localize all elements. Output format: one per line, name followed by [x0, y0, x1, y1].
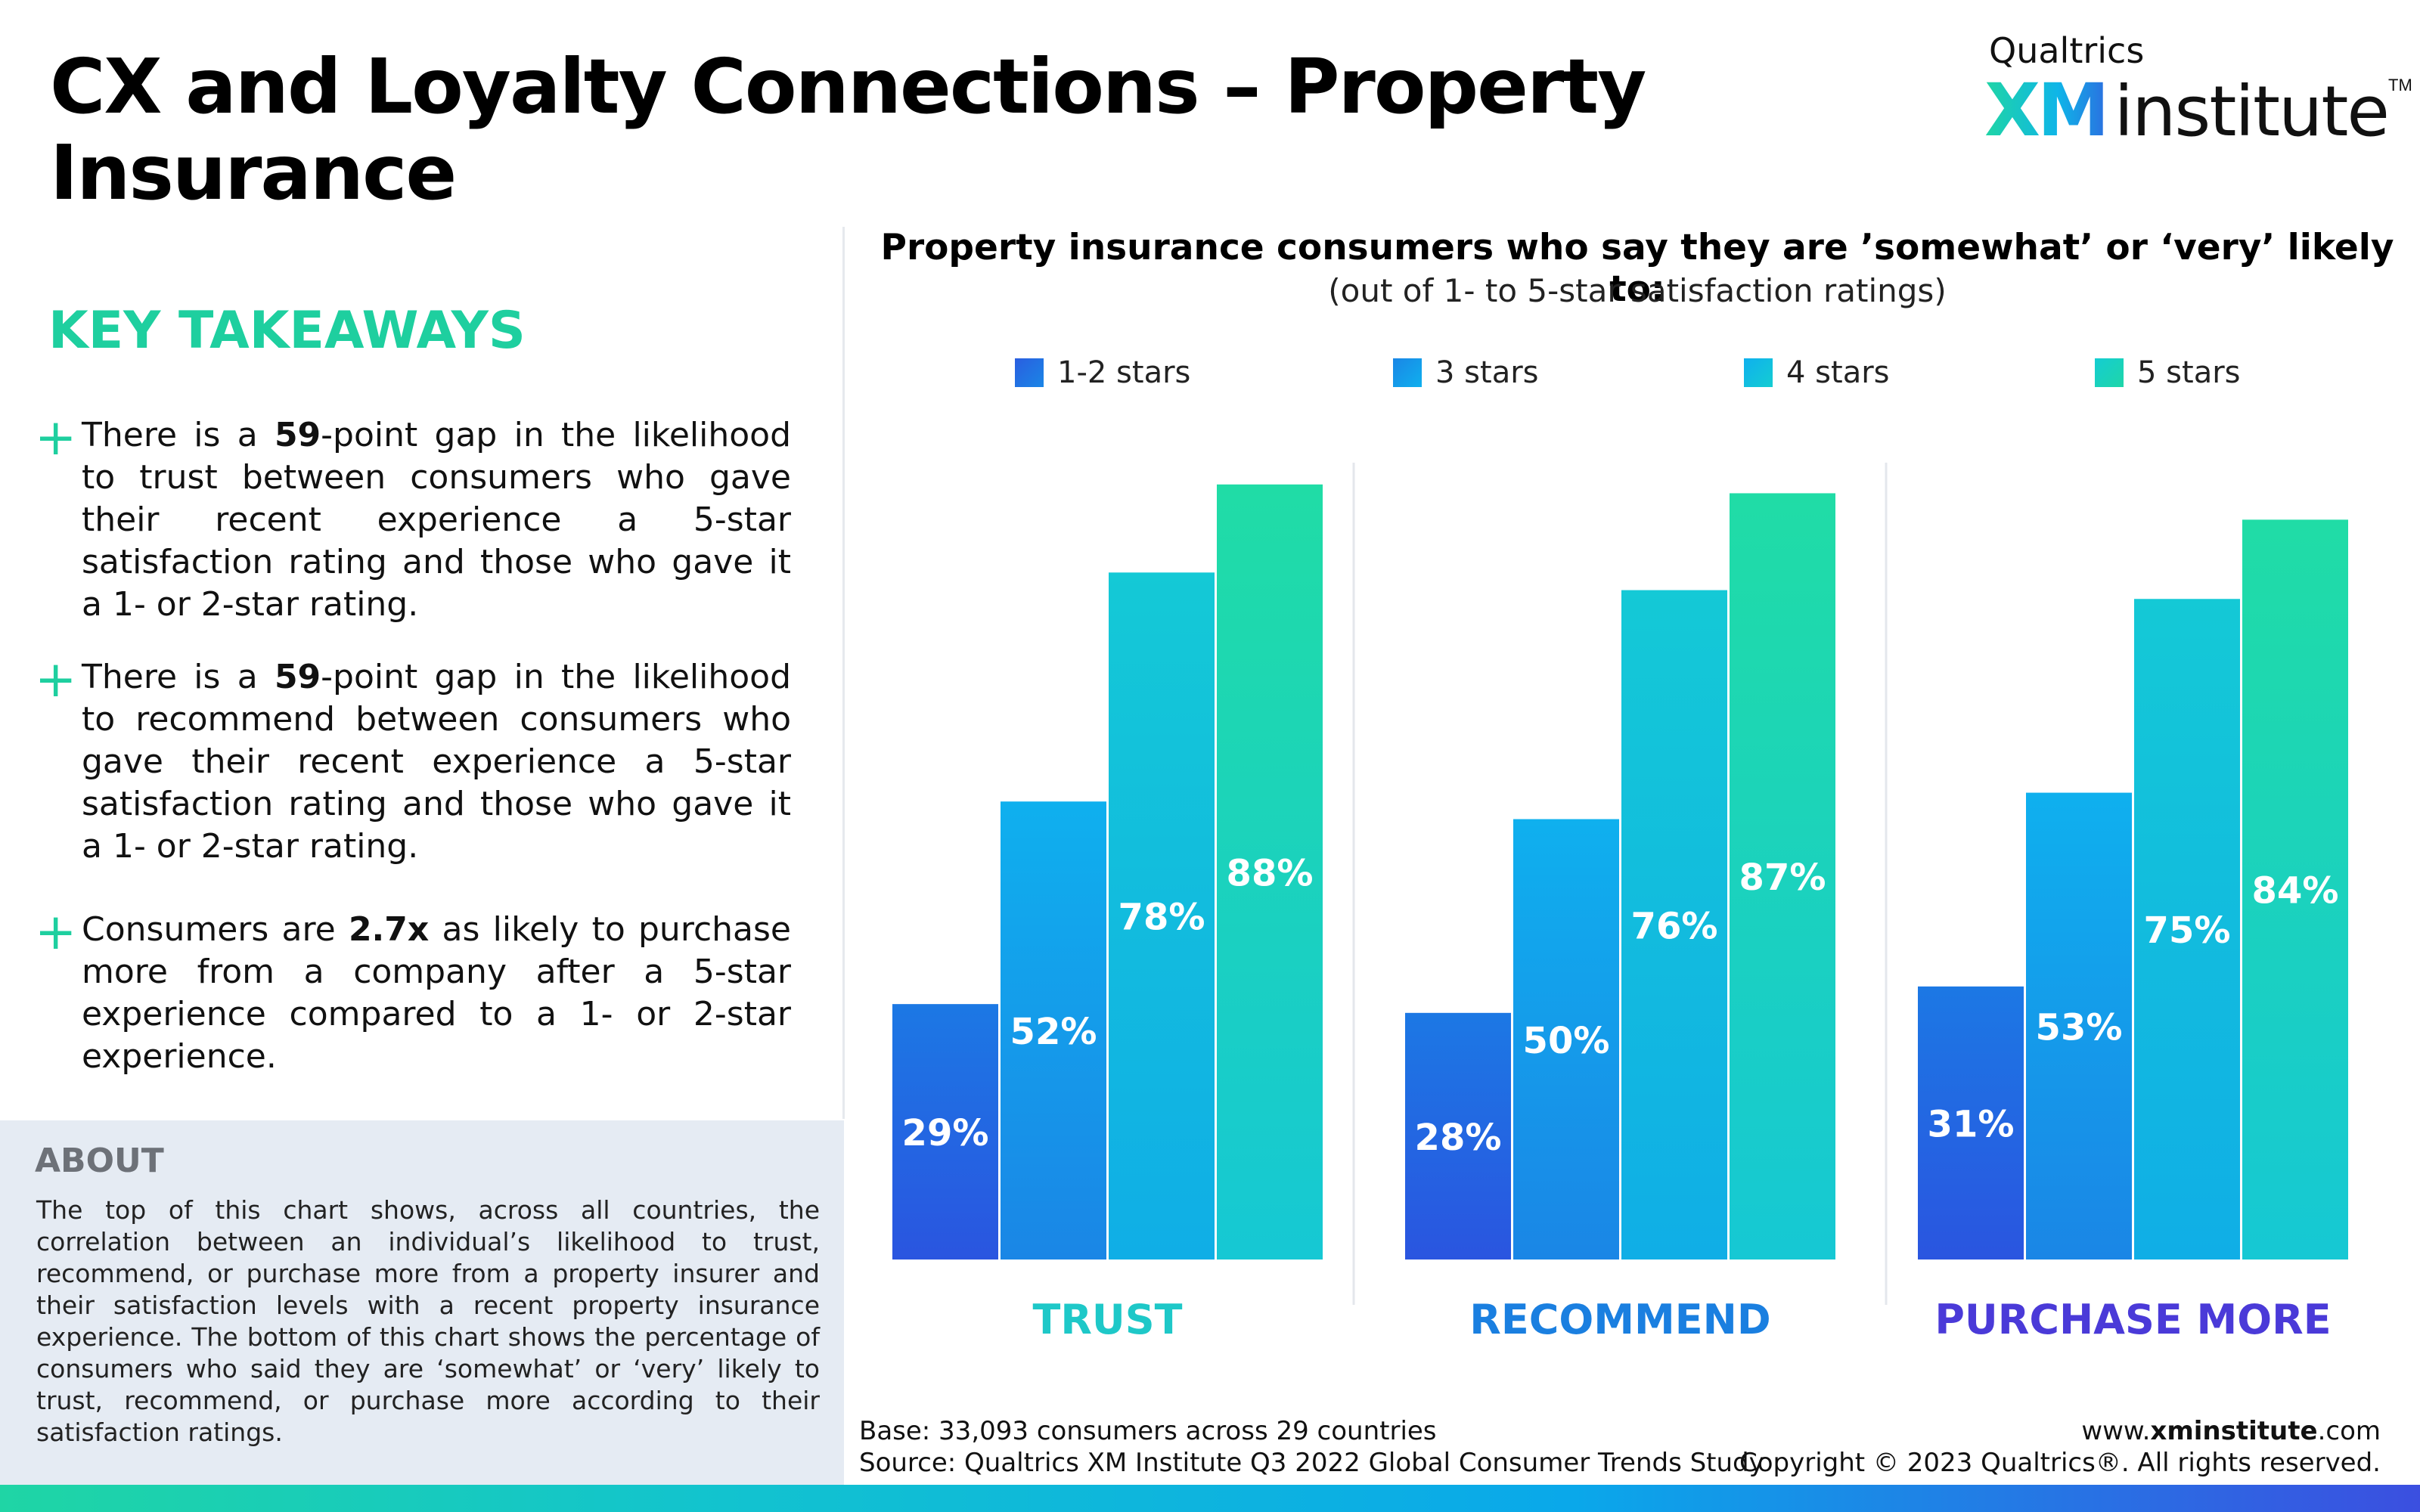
about-title: ABOUT	[35, 1142, 164, 1180]
legend-swatch	[2095, 358, 2124, 387]
bar-value-label: 29%	[902, 1112, 989, 1154]
bar-recommend-series-2	[1513, 819, 1619, 1259]
bar-purchase-more-series-2	[2026, 792, 2132, 1259]
legend-label: 4 stars	[1786, 355, 1890, 390]
bar-purchase-more-series-1	[1918, 986, 2024, 1259]
key-takeaways-heading: KEY TAKEAWAYS	[48, 301, 526, 361]
logo-qualtrics-text: Qualtrics	[1989, 30, 2145, 71]
footer-source-text: Source: Qualtrics XM Institute Q3 2022 G…	[859, 1448, 1764, 1478]
chart-subtitle: (out of 1- to 5-star satisfaction rating…	[1328, 272, 1947, 309]
bar-value-label: 88%	[1227, 852, 1314, 894]
legend-label: 5 stars	[2137, 355, 2241, 390]
footer-source: Base: 33,093 consumers across 29 countri…	[859, 1415, 1764, 1479]
plus-icon: +	[35, 408, 77, 466]
logo-tm: TM	[2388, 76, 2412, 94]
about-panel: ABOUT The top of this chart shows, acros…	[0, 1120, 844, 1485]
legend-item-3-stars: 3 stars	[1393, 355, 1539, 390]
bar-value-label: 53%	[2036, 1006, 2123, 1049]
bar-value-label: 78%	[1118, 897, 1205, 939]
takeaway-text: There is a 59-point gap in the likelihoo…	[82, 416, 791, 624]
legend-swatch	[1015, 358, 1044, 387]
bar-recommend-series-3	[1621, 590, 1727, 1259]
bar-trust-series-3	[1109, 572, 1215, 1259]
bar-purchase-more-series-3	[2134, 599, 2240, 1259]
legend-item-5-stars: 5 stars	[2095, 355, 2241, 390]
category-label-trust: TRUST	[1033, 1296, 1183, 1343]
website-link[interactable]: www.xminstitute.com	[2081, 1416, 2381, 1446]
bar-value-label: 76%	[1631, 905, 1718, 947]
legend-swatch	[1744, 358, 1773, 387]
bar-value-label: 28%	[1415, 1117, 1502, 1159]
bar-value-label: 31%	[1928, 1103, 2015, 1145]
bar-value-label: 50%	[1523, 1020, 1610, 1062]
takeaway-item: + There is a 59-point gap in the likelih…	[35, 650, 791, 868]
bar-value-label: 87%	[1739, 857, 1826, 899]
bar-purchase-more-series-4	[2242, 519, 2348, 1259]
bar-trust-series-2	[1001, 801, 1106, 1259]
bar-value-label: 75%	[2144, 909, 2231, 952]
footer-base-text: Base: 33,093 consumers across 29 countri…	[859, 1416, 1437, 1446]
bottom-gradient-band	[0, 1485, 2420, 1512]
bar-trust-series-4	[1217, 484, 1323, 1259]
xm-institute-logo: Qualtrics XM instituteTM	[1984, 30, 2412, 153]
page-title: CX and Loyalty Connections – Property In…	[50, 42, 1646, 217]
plus-icon: +	[35, 903, 77, 961]
logo-wordmark: XM instituteTM	[1984, 68, 2412, 153]
takeaway-text: Consumers are 2.7x as likely to purchase…	[82, 910, 791, 1076]
category-label-purchase-more: PURCHASE MORE	[1934, 1296, 2331, 1343]
takeaway-text: There is a 59-point gap in the likelihoo…	[82, 658, 791, 866]
about-text: The top of this chart shows, across all …	[36, 1195, 820, 1447]
bar-recommend-series-4	[1730, 493, 1835, 1259]
legend-swatch	[1393, 358, 1422, 387]
logo-institute-text: institute	[2114, 71, 2390, 152]
bar-value-label: 52%	[1010, 1011, 1097, 1053]
copyright-text: Copyright © 2023 Qualtrics®. All rights …	[1739, 1448, 2381, 1478]
legend-label: 1-2 stars	[1057, 355, 1191, 390]
category-label-recommend: RECOMMEND	[1469, 1296, 1770, 1343]
footer-copyright: www.xminstitute.com Copyright © 2023 Qua…	[1739, 1415, 2381, 1479]
bar-recommend-series-1	[1405, 1012, 1511, 1259]
takeaway-item: + Consumers are 2.7x as likely to purcha…	[35, 903, 791, 1078]
legend-label: 3 stars	[1435, 355, 1539, 390]
chart-title: Property insurance consumers who say the…	[880, 227, 2394, 310]
takeaway-item: + There is a 59-point gap in the likelih…	[35, 408, 791, 626]
logo-xm-text: XM	[1984, 68, 2110, 153]
bar-value-label: 84%	[2252, 870, 2339, 912]
plus-icon: +	[35, 650, 77, 708]
legend-item-1-2-stars: 1-2 stars	[1015, 355, 1191, 390]
bar-trust-series-1	[892, 1004, 998, 1259]
panel-divider	[842, 227, 845, 1119]
legend-item-4-stars: 4 stars	[1744, 355, 1890, 390]
